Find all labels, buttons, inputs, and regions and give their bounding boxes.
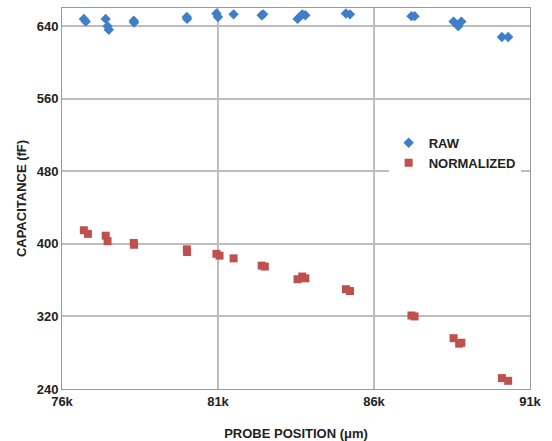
svg-text:240: 240	[37, 382, 59, 397]
svg-text:CAPACITANCE (fF): CAPACITANCE (fF)	[14, 140, 29, 257]
svg-text:400: 400	[37, 236, 59, 251]
svg-text:560: 560	[37, 91, 59, 106]
svg-text:86k: 86k	[363, 394, 385, 409]
svg-text:RAW: RAW	[429, 136, 460, 151]
svg-text:480: 480	[37, 164, 59, 179]
svg-text:320: 320	[37, 309, 59, 324]
svg-text:640: 640	[37, 19, 59, 34]
svg-text:PROBE POSITION (μm): PROBE POSITION (μm)	[224, 426, 368, 441]
svg-text:NORMALIZED: NORMALIZED	[429, 156, 516, 171]
svg-text:81k: 81k	[207, 394, 229, 409]
svg-text:91k: 91k	[519, 394, 541, 409]
svg-text:76k: 76k	[51, 394, 73, 409]
